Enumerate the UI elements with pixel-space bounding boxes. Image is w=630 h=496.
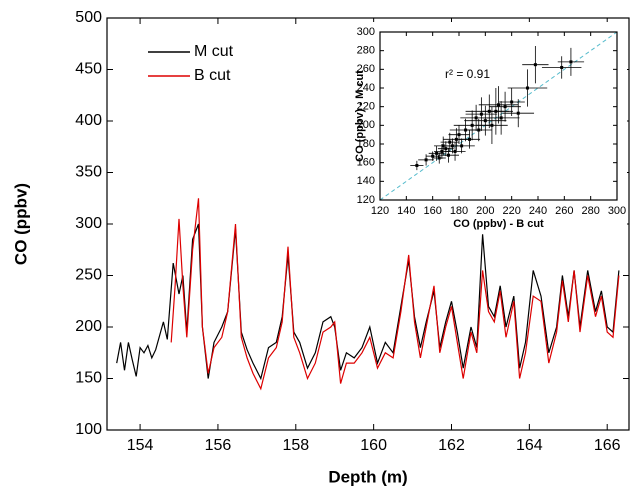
data-line xyxy=(116,223,620,381)
point xyxy=(424,158,428,162)
y-tick-label: 150 xyxy=(75,370,102,387)
point xyxy=(448,140,452,144)
y-tick-label: 300 xyxy=(357,26,375,38)
point xyxy=(510,100,514,104)
y-tick-label: 240 xyxy=(357,82,375,94)
x-tick-label: 300 xyxy=(608,205,626,217)
point xyxy=(474,116,478,120)
y-tick-label: 160 xyxy=(357,157,375,169)
point xyxy=(446,153,450,157)
point xyxy=(497,103,500,107)
x-tick-label: 200 xyxy=(476,205,494,217)
x-tick-label: 220 xyxy=(502,205,520,217)
x-tick-label: 260 xyxy=(555,205,573,217)
point xyxy=(415,163,419,167)
point xyxy=(440,149,444,153)
point xyxy=(435,151,439,155)
y-tick-label: 140 xyxy=(357,175,375,187)
point xyxy=(460,144,464,148)
point xyxy=(477,128,481,132)
x-tick-label: 180 xyxy=(450,205,468,217)
point xyxy=(490,123,494,127)
inset-background xyxy=(350,22,627,230)
point xyxy=(441,144,445,148)
point xyxy=(444,147,448,151)
point xyxy=(533,63,537,67)
x-tick-label: 162 xyxy=(438,437,465,454)
legend-label: M cut xyxy=(194,43,234,60)
y-tick-label: 500 xyxy=(75,9,102,26)
y-tick-label: 350 xyxy=(75,164,102,181)
x-tick-label: 120 xyxy=(371,205,389,217)
point xyxy=(454,137,458,141)
x-tick-label: 140 xyxy=(397,205,415,217)
y-tick-label: 450 xyxy=(75,61,102,78)
x-tick-label: 158 xyxy=(282,437,309,454)
x-tick-label: 154 xyxy=(127,437,154,454)
legend-label: B cut xyxy=(194,67,231,84)
y-tick-label: 120 xyxy=(357,194,375,206)
x-tick-label: 164 xyxy=(516,437,543,454)
y-tick-label: 200 xyxy=(357,119,375,131)
y-tick-label: 250 xyxy=(75,267,102,284)
point xyxy=(483,119,487,123)
point xyxy=(453,149,457,153)
y-tick-label: 100 xyxy=(75,421,102,438)
plot-frame xyxy=(379,31,618,201)
point xyxy=(468,137,472,141)
y-axis-label: CO (ppbv) xyxy=(11,183,30,265)
x-tick-label: 240 xyxy=(529,205,547,217)
point xyxy=(560,65,564,69)
point xyxy=(499,116,503,120)
data-line xyxy=(170,198,620,391)
y-tick-label: 260 xyxy=(357,63,375,75)
point xyxy=(479,112,483,116)
point xyxy=(503,105,507,109)
y-tick-label: 180 xyxy=(357,138,375,150)
inset-x-label: CO (ppbv) - B cut xyxy=(453,218,544,230)
y-tick-label: 200 xyxy=(75,318,102,335)
x-axis-label: Depth (m) xyxy=(328,467,407,486)
point xyxy=(431,154,435,158)
y-tick-label: 300 xyxy=(75,215,102,232)
x-tick-label: 280 xyxy=(581,205,599,217)
plot-frame xyxy=(106,17,630,431)
point xyxy=(569,60,573,64)
x-tick-label: 156 xyxy=(205,437,232,454)
inset-y-label: CO (ppbv) - M cut xyxy=(354,70,366,162)
point xyxy=(470,123,474,127)
y-tick-label: 400 xyxy=(75,112,102,129)
point xyxy=(516,111,520,115)
point xyxy=(437,156,441,160)
x-tick-label: 160 xyxy=(360,437,387,454)
point xyxy=(457,133,461,137)
point xyxy=(525,86,529,90)
x-tick-label: 166 xyxy=(594,437,621,454)
y-tick-label: 280 xyxy=(357,45,375,57)
annotation: r² = 0.91 xyxy=(445,67,490,81)
y-tick-label: 220 xyxy=(357,101,375,113)
point xyxy=(494,109,498,113)
x-tick-label: 160 xyxy=(423,205,441,217)
